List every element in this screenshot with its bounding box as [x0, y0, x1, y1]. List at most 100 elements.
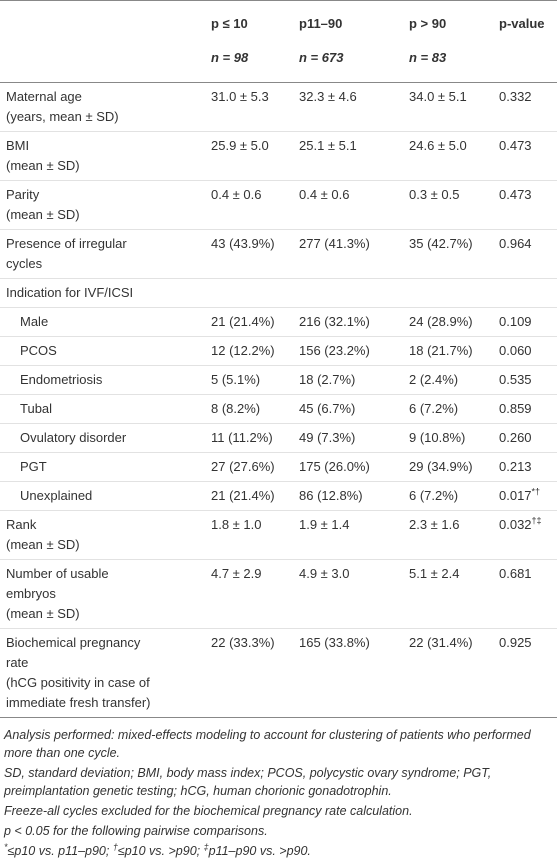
table-row: Male 21 (21.4%) 216 (32.1%) 24 (28.9%) 0.109 [0, 308, 557, 337]
data-cell: 27 (27.6%) [211, 459, 275, 474]
data-cell: 0.017*† [493, 482, 557, 511]
count-cell [0, 44, 205, 83]
data-cell: 25.9 ± 5.0 [211, 138, 269, 153]
table-row: Maternal age (years, mean ± SD) 31.0 ± 5.… [0, 83, 557, 132]
header-cell: p11–90 [293, 0, 403, 44]
footnote: SD, standard deviation; BMI, body mass i… [4, 766, 492, 798]
data-cell: 18 (2.7%) [299, 372, 356, 387]
table-row: Ovulatory disorder 11 (11.2%) 49 (7.3%) 9 (… [0, 424, 557, 453]
data-cell: 156 (23.2%) [299, 343, 370, 358]
row-label: Maternal age (years, mean ± SD) [6, 89, 119, 124]
cell-value: 0.032 [499, 517, 532, 532]
count-cell: n = 673 [293, 44, 403, 83]
footnote-symbol: † [112, 841, 118, 852]
row-label: Number of usable embryos (mean ± SD) [6, 566, 109, 621]
row-label: PGT [20, 459, 47, 474]
data-cell: 0.260 [499, 430, 532, 445]
row-label: Tubal [20, 401, 53, 416]
table-row: PCOS 12 (12.2%) 156 (23.2%) 18 (21.7%) 0.060 [0, 337, 557, 366]
row-label: Parity (mean ± SD) [6, 187, 80, 222]
data-cell: 49 (7.3%) [299, 430, 356, 445]
data-cell: 1.9 ± 1.4 [299, 517, 350, 532]
table-row: Parity (mean ± SD) 0.4 ± 0.6 0.4 ± 0.6 0.3 … [0, 181, 557, 230]
data-table: p ≤ 10 p11–90 p > 90 p-value n = 98 n = 673 n … [0, 0, 557, 718]
data-cell: 22 (33.3%) [211, 635, 275, 650]
data-cell: 0.109 [499, 314, 532, 329]
data-cell: 0.473 [499, 138, 532, 153]
data-cell: 31.0 ± 5.3 [211, 89, 269, 104]
footnotes: Analysis performed: mixed-effects modeli… [0, 718, 557, 860]
row-label: BMI (mean ± SD) [6, 138, 80, 173]
data-cell: 43 (43.9%) [211, 236, 275, 251]
data-cell: 0.473 [499, 187, 532, 202]
header-cell: p-value [493, 0, 557, 44]
table-row: BMI (mean ± SD) 25.9 ± 5.0 25.1 ± 5.1 24.6 … [0, 132, 557, 181]
data-cell: 0.535 [499, 372, 532, 387]
count-cell: n = 98 [205, 44, 293, 83]
data-cell: 45 (6.7%) [299, 401, 356, 416]
data-cell: 165 (33.8%) [299, 635, 370, 650]
data-cell: 6 (7.2%) [409, 488, 459, 503]
data-cell: 6 (7.2%) [409, 401, 459, 416]
data-cell: 35 (42.7%) [409, 236, 473, 251]
data-cell [403, 279, 493, 308]
data-cell: 0.332 [499, 89, 532, 104]
data-cell: 0.925 [499, 635, 532, 650]
table-row: Presence of irregular cycles 43 (43.9%) 27… [0, 230, 557, 279]
data-cell: 9 (10.8%) [409, 430, 466, 445]
table-row: Rank (mean ± SD) 1.8 ± 1.0 1.9 ± 1.4 2.3 ± … [0, 511, 557, 560]
data-cell: 11 (11.2%) [211, 430, 273, 445]
row-label: Rank (mean ± SD) [6, 517, 80, 552]
count-cell [493, 44, 557, 83]
data-cell: 175 (26.0%) [299, 459, 370, 474]
data-cell: 2 (2.4%) [409, 372, 459, 387]
data-cell: 0.032†‡ [493, 511, 557, 560]
table-row: Unexplained 21 (21.4%) 86 (12.8%) 6 (7.2%) 0… [0, 482, 557, 511]
data-cell: 277 (41.3%) [299, 236, 370, 251]
count-cell: n = 83 [403, 44, 493, 83]
data-cell: 22 (31.4%) [409, 635, 473, 650]
data-cell: 86 (12.8%) [299, 488, 363, 503]
data-cell: 34.0 ± 5.1 [409, 89, 467, 104]
row-label: PCOS [20, 343, 57, 358]
data-cell [205, 279, 293, 308]
data-cell [293, 279, 403, 308]
data-cell: 2.3 ± 1.6 [409, 517, 460, 532]
footnote: p < 0.05 for the following pairwise comp… [4, 824, 268, 838]
footnote: Analysis performed: mixed-effects modeli… [4, 728, 531, 760]
data-cell: 0.859 [499, 401, 532, 416]
data-cell: 8 (8.2%) [211, 401, 261, 416]
row-label: Ovulatory disorder [20, 430, 127, 445]
data-cell: 0.213 [499, 459, 532, 474]
table-row: Tubal 8 (8.2%) 45 (6.7%) 6 (7.2%) 0.859 [0, 395, 557, 424]
footnote-symbol: * [4, 841, 8, 852]
data-cell: 21 (21.4%) [211, 314, 275, 329]
data-cell [493, 279, 557, 308]
data-cell: 4.7 ± 2.9 [211, 566, 262, 581]
cell-value: 0.017 [499, 488, 532, 503]
header-cell: p ≤ 10 [205, 0, 293, 44]
data-cell: 0.060 [499, 343, 532, 358]
footnote-text: ≤p10 vs. >p90; [117, 844, 204, 858]
cell-superscript: †‡ [531, 515, 542, 526]
data-cell: 5 (5.1%) [211, 372, 261, 387]
data-cell: 0.681 [499, 566, 532, 581]
data-cell: 4.9 ± 3.0 [299, 566, 350, 581]
data-cell: 24 (28.9%) [409, 314, 473, 329]
cell-superscript: *† [531, 486, 541, 497]
data-cell: 0.3 ± 0.5 [409, 187, 460, 202]
table-row: Indication for IVF/ICSI [0, 279, 557, 308]
data-cell: 32.3 ± 4.6 [299, 89, 357, 104]
data-cell: 25.1 ± 5.1 [299, 138, 357, 153]
data-cell: 5.1 ± 2.4 [409, 566, 460, 581]
data-cell: 18 (21.7%) [409, 343, 473, 358]
data-cell: 0.964 [499, 236, 532, 251]
row-label: Male [20, 314, 49, 329]
header-cell [0, 0, 205, 44]
table-row: Biochemical pregnancy rate (hCG positivi… [0, 629, 557, 718]
footnote-text: p11–p90 vs. >p90. [208, 844, 311, 858]
data-cell: 21 (21.4%) [211, 488, 275, 503]
row-label: Biochemical pregnancy rate (hCG positivi… [6, 635, 151, 710]
data-cell: 1.8 ± 1.0 [211, 517, 262, 532]
